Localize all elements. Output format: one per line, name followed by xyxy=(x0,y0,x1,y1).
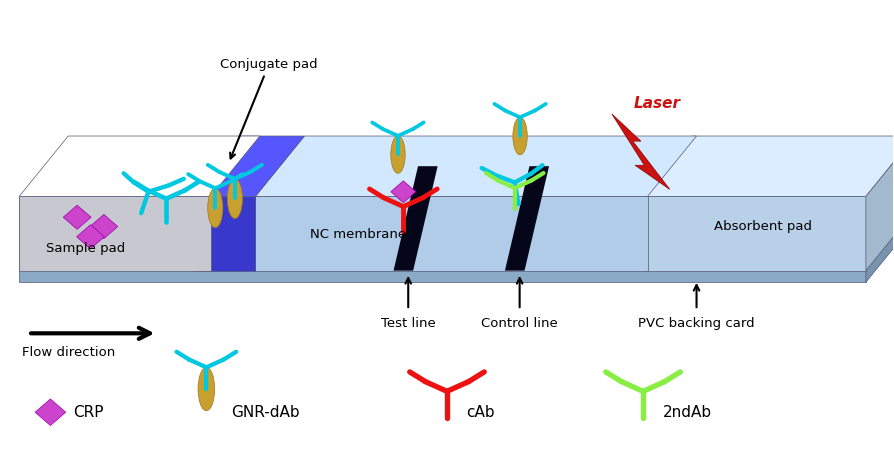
Text: Laser: Laser xyxy=(634,96,681,111)
Polygon shape xyxy=(256,196,647,271)
Text: Sample pad: Sample pad xyxy=(46,242,126,255)
Polygon shape xyxy=(505,166,549,271)
Polygon shape xyxy=(393,166,438,271)
Ellipse shape xyxy=(227,179,242,219)
Polygon shape xyxy=(193,136,304,196)
Polygon shape xyxy=(866,138,894,282)
Ellipse shape xyxy=(391,136,405,173)
Polygon shape xyxy=(19,198,866,282)
Text: Control line: Control line xyxy=(481,317,558,330)
Polygon shape xyxy=(643,136,894,196)
Text: 2ndAb: 2ndAb xyxy=(662,405,712,420)
Text: Absorbent pad: Absorbent pad xyxy=(714,220,813,233)
Polygon shape xyxy=(643,196,866,271)
Polygon shape xyxy=(611,114,670,190)
Polygon shape xyxy=(193,196,256,271)
Polygon shape xyxy=(391,181,416,203)
Polygon shape xyxy=(35,399,65,425)
Polygon shape xyxy=(90,214,118,239)
Polygon shape xyxy=(256,136,696,196)
Text: CRP: CRP xyxy=(72,405,103,420)
Polygon shape xyxy=(19,196,211,271)
Ellipse shape xyxy=(513,117,527,155)
Polygon shape xyxy=(77,225,105,249)
Ellipse shape xyxy=(207,188,223,228)
Text: PVC backing card: PVC backing card xyxy=(638,317,755,330)
Polygon shape xyxy=(19,138,894,198)
Text: NC membrane: NC membrane xyxy=(310,228,406,241)
Text: Test line: Test line xyxy=(381,317,435,330)
Polygon shape xyxy=(63,205,91,229)
Text: Conjugate pad: Conjugate pad xyxy=(220,58,317,158)
Text: GNR-dAb: GNR-dAb xyxy=(232,405,300,420)
Ellipse shape xyxy=(198,368,215,410)
Polygon shape xyxy=(866,136,894,271)
Polygon shape xyxy=(19,136,260,196)
Text: Flow direction: Flow direction xyxy=(21,346,114,359)
Text: cAb: cAb xyxy=(467,405,495,420)
